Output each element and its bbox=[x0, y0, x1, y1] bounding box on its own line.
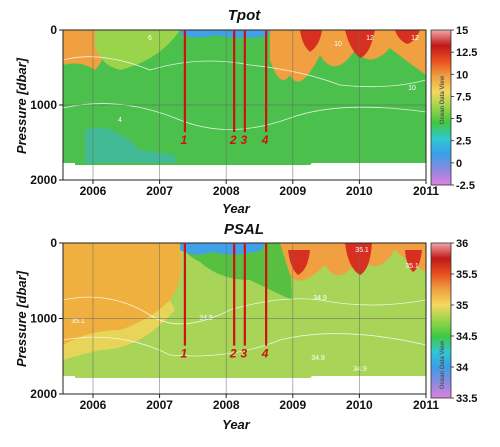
tpot-colorbar-tick-label: 0 bbox=[456, 158, 462, 170]
psal-field-hot-2 bbox=[345, 243, 372, 275]
tpot-title: Tpot bbox=[228, 7, 261, 24]
tpot-y-axis-label: Pressure [dbar] bbox=[14, 57, 29, 154]
tpot-marker-label-4: 4 bbox=[261, 133, 269, 147]
psal-x-tick-label: 2008 bbox=[213, 398, 240, 412]
tpot-colorbar-tick-label: 10 bbox=[456, 69, 468, 81]
tpot-field-hot-3 bbox=[395, 30, 420, 44]
tpot-contour-1 bbox=[63, 103, 426, 130]
psal-contour-label: 35.1 bbox=[405, 263, 419, 270]
psal-contour-1 bbox=[63, 296, 426, 325]
psal-x-axis-label: Year bbox=[222, 417, 251, 432]
tpot-colorbar: Ocean Data View 15 12.5 10 7.5 5 2.5 0 -2.5 bbox=[430, 25, 477, 192]
psal-contour-label: 34.9 bbox=[311, 355, 325, 362]
psal-contour-label: 34.9 bbox=[353, 366, 367, 373]
psal-marker-label-4: 4 bbox=[261, 347, 269, 361]
tpot-x-axis-label: Year bbox=[222, 201, 251, 216]
tpot-field-warm-left bbox=[63, 30, 104, 70]
tpot-colorbar-tick-label: 12.5 bbox=[456, 47, 477, 59]
tpot-x-tick-label: 2010 bbox=[346, 184, 373, 198]
psal-marker-label-1: 1 bbox=[181, 347, 188, 361]
psal-field-hot-1 bbox=[288, 250, 310, 275]
tpot-y-ticks: 0 1000 2000 bbox=[30, 23, 63, 187]
psal-y-axis-label: Pressure [dbar] bbox=[14, 270, 29, 367]
tpot-colorbar-ticks: 15 12.5 10 7.5 5 2.5 0 -2.5 bbox=[451, 25, 477, 192]
psal-field-mid-green bbox=[180, 243, 292, 300]
tpot-x-tick-label: 2008 bbox=[213, 184, 240, 198]
tpot-x-tick-label: 2011 bbox=[413, 184, 439, 198]
psal-field-hot-3 bbox=[405, 250, 422, 272]
tpot-x-tick-label: 2007 bbox=[146, 184, 173, 198]
psal-marker-label-2: 2 bbox=[229, 347, 237, 361]
psal-x-tick-label: 2010 bbox=[346, 398, 373, 412]
psal-contour-2 bbox=[63, 333, 426, 357]
psal-field-warm-left bbox=[63, 243, 182, 345]
psal-y-tick-label: 1000 bbox=[30, 312, 57, 326]
tpot-contour-label: 4 bbox=[118, 117, 122, 124]
tpot-colorbar-bar bbox=[430, 29, 452, 186]
tpot-y-tick-label: 2000 bbox=[30, 173, 57, 187]
psal-contour-label: 35.1 bbox=[71, 318, 85, 325]
tpot-contour-2 bbox=[63, 56, 426, 88]
tpot-colorbar-watermark: Ocean Data View bbox=[440, 76, 446, 125]
psal-colorbar-ticks: 36 35.5 35 34.5 34 33.5 bbox=[451, 238, 477, 405]
psal-colorbar-bar bbox=[430, 242, 452, 399]
tpot-colorbar-tick-label: -2.5 bbox=[456, 180, 475, 192]
psal-colorbar-watermark: Ocean Data View bbox=[440, 341, 446, 390]
tpot-contour-label: 10 bbox=[408, 85, 416, 92]
psal-colorbar-tick-label: 35 bbox=[456, 300, 468, 312]
psal-x-tick-label: 2009 bbox=[279, 398, 306, 412]
psal-y-tick-label: 2000 bbox=[30, 387, 57, 401]
tpot-field-hot-2 bbox=[345, 30, 375, 58]
psal-colorbar: Ocean Data View 36 35.5 35 34.5 34 33.5 bbox=[430, 238, 477, 405]
psal-x-ticks: 2006 2007 2008 2009 2010 2011 bbox=[80, 394, 439, 412]
tpot-marker-label-1: 1 bbox=[181, 133, 188, 147]
psal-contour-label: 34.9 bbox=[313, 295, 327, 302]
tpot-marker-label-3: 3 bbox=[240, 133, 247, 147]
tpot-contour-label: 12 bbox=[366, 35, 374, 42]
psal-colorbar-tick-label: 35.5 bbox=[456, 269, 477, 281]
psal-x-tick-label: 2006 bbox=[80, 398, 107, 412]
psal-title: PSAL bbox=[224, 221, 264, 238]
tpot-x-tick-label: 2006 bbox=[80, 184, 107, 198]
tpot-colorbar-tick-label: 15 bbox=[456, 25, 468, 37]
psal-x-tick-label: 2007 bbox=[146, 398, 173, 412]
tpot-x-tick-label: 2009 bbox=[279, 184, 306, 198]
tpot-x-ticks: 2006 2007 2008 2009 2010 2011 bbox=[80, 180, 439, 198]
psal-y-ticks: 0 1000 2000 bbox=[30, 236, 63, 401]
psal-colorbar-tick-label: 34.5 bbox=[456, 331, 477, 343]
tpot-y-tick-label: 1000 bbox=[30, 98, 57, 112]
tpot-field-cold-top bbox=[180, 30, 270, 38]
tpot-field-deep bbox=[85, 127, 175, 163]
tpot-field-hot-1 bbox=[300, 30, 322, 52]
tpot-contour-label: 6 bbox=[148, 35, 152, 42]
tpot-colorbar-tick-label: 7.5 bbox=[456, 91, 471, 103]
tpot-contour-label: 12 bbox=[411, 35, 419, 42]
tpot-colorbar-tick-label: 2.5 bbox=[456, 136, 471, 148]
psal-y-tick-label: 0 bbox=[50, 236, 57, 250]
tpot-contour-labels: 6 4 10 12 12 10 bbox=[118, 35, 419, 124]
psal-colorbar-tick-label: 36 bbox=[456, 238, 468, 250]
psal-colorbar-tick-label: 33.5 bbox=[456, 393, 477, 405]
psal-x-tick-label: 2011 bbox=[413, 398, 439, 412]
psal-marker-label-3: 3 bbox=[240, 347, 247, 361]
psal-field-yellow-left bbox=[63, 300, 175, 360]
psal-colorbar-tick-label: 34 bbox=[456, 362, 469, 374]
tpot-y-tick-label: 0 bbox=[50, 23, 57, 37]
tpot-colorbar-tick-label: 5 bbox=[456, 114, 462, 126]
tpot-contour-label: 10 bbox=[334, 41, 342, 48]
psal-contour-label: 35.1 bbox=[355, 247, 369, 254]
tpot-marker-label-2: 2 bbox=[229, 133, 237, 147]
